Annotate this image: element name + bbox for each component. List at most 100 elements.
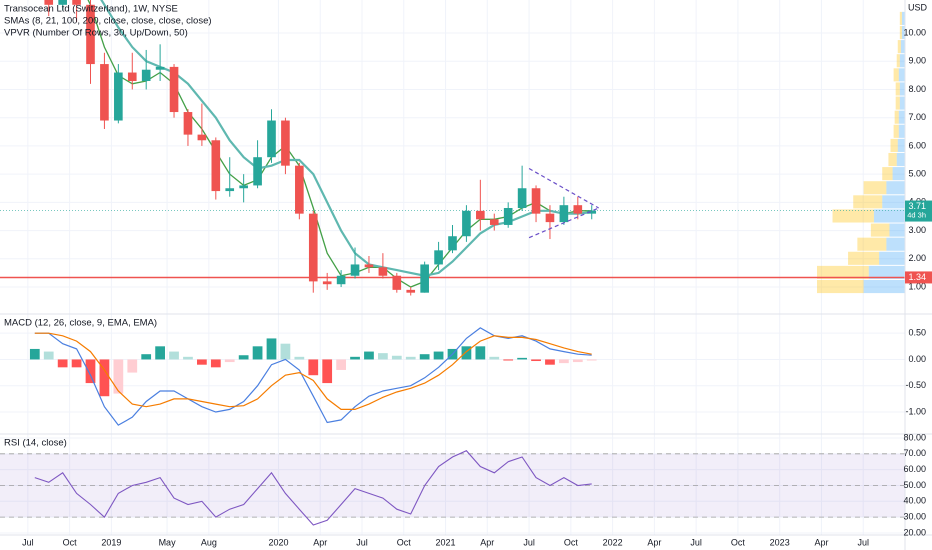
vpvr-up — [863, 279, 905, 294]
vpvr-up — [879, 251, 905, 265]
x-tick-label: 2020 — [268, 537, 288, 547]
vpvr-up — [868, 265, 905, 279]
x-tick-label: Oct — [63, 537, 78, 547]
candle-body — [44, 0, 54, 5]
macd-histogram-bar — [183, 356, 193, 360]
candle-body — [573, 205, 583, 214]
candle-body — [295, 165, 304, 214]
vpvr-down — [817, 279, 864, 294]
candle-body — [531, 188, 541, 214]
candle-body — [517, 188, 527, 209]
candle-body — [100, 64, 109, 121]
y-tick-label: 30.00 — [903, 511, 926, 521]
y-tick-label: 0.50 — [908, 328, 926, 338]
x-tick-label: Jul — [523, 537, 535, 547]
candle-body — [336, 275, 346, 285]
macd-histogram-bar — [252, 346, 263, 360]
y-tick-label: -1.00 — [905, 406, 926, 416]
x-tick-label: 2023 — [770, 537, 790, 547]
candle-body — [364, 264, 374, 268]
trendline — [528, 207, 599, 239]
macd-histogram-bar — [210, 359, 221, 368]
macd-histogram-bar — [364, 351, 374, 360]
y-tick-label: 1.00 — [908, 281, 926, 291]
y-tick-label: 3.00 — [908, 225, 926, 235]
vpvr-up — [900, 40, 905, 54]
candle-body — [239, 185, 248, 189]
macd-histogram-bar — [517, 357, 527, 360]
macd-histogram-bar — [155, 346, 165, 360]
macd-histogram-bar — [29, 348, 40, 360]
vpvr-up — [899, 54, 905, 68]
macd-histogram-bar — [141, 354, 152, 360]
macd-histogram-bar — [113, 359, 124, 394]
macd-histogram-bar — [71, 359, 82, 368]
vpvr-up — [889, 223, 905, 237]
vpvr-down — [895, 82, 900, 96]
candle-body — [211, 140, 221, 192]
candle-body — [448, 236, 457, 251]
y-tick-label: 70.00 — [903, 448, 926, 458]
x-tick-label: 2021 — [436, 537, 456, 547]
candle-body — [545, 213, 555, 223]
macd-legend: MACD (12, 26, close, 9, EMA, EMA) — [4, 318, 157, 329]
macd-histogram-bar — [572, 359, 583, 363]
rsi-legend: RSI (14, close) — [4, 438, 67, 449]
trendline — [528, 167, 599, 209]
x-tick-label: Jul — [356, 537, 368, 547]
vpvr-down — [848, 251, 880, 265]
currency-label: USD — [908, 2, 928, 12]
last-price-label: 3.71 — [908, 201, 926, 211]
candle-body — [420, 264, 429, 293]
y-tick-label: 60.00 — [903, 464, 926, 474]
vpvr-down — [894, 110, 899, 124]
candle-body — [155, 66, 165, 70]
vpvr-legend: VPVR (Number Of Rows, 30, Up/Down, 50) — [4, 28, 188, 39]
macd-histogram-bar — [433, 351, 444, 360]
macd-histogram-bar — [127, 359, 138, 373]
candle-body — [225, 188, 235, 192]
candle-body — [127, 72, 137, 82]
vpvr-up — [898, 68, 905, 82]
candle-body — [392, 275, 402, 290]
macd-histogram-bar — [350, 356, 360, 360]
vpvr-up — [897, 138, 905, 152]
candle-body — [322, 281, 332, 285]
vpvr-up — [873, 209, 905, 223]
candle-body — [183, 112, 193, 135]
y-tick-label: 6.00 — [908, 140, 926, 150]
vpvr-down — [832, 209, 874, 223]
hline-label-bg — [905, 271, 932, 284]
macd-histogram-bar — [238, 355, 249, 360]
candle-body — [281, 120, 290, 166]
plot-layer — [0, 0, 905, 526]
macd-histogram-bar — [586, 359, 597, 361]
vpvr-down — [882, 167, 893, 181]
candle-body — [587, 210, 597, 214]
macd-histogram-bar — [308, 359, 319, 376]
x-tick-label: 2019 — [101, 537, 121, 547]
macd-histogram-bar — [531, 359, 541, 362]
macd-histogram-bar — [99, 359, 110, 397]
y-tick-label: 0.00 — [908, 354, 926, 364]
macd-pane — [29, 327, 597, 426]
candle-body — [86, 4, 95, 65]
vpvr-down — [893, 124, 899, 138]
vpvr-up — [898, 124, 905, 138]
last-price-bg — [905, 200, 932, 222]
grid-layer — [0, 0, 905, 535]
candle-body — [169, 66, 179, 113]
candle-body — [462, 210, 471, 237]
candle-body — [72, 0, 81, 5]
y-tick-label: 50.00 — [903, 480, 926, 490]
macd-histogram-bar — [545, 359, 555, 365]
y-tick-label: 40.00 — [903, 496, 926, 506]
macd-histogram-bar — [461, 346, 472, 360]
candle-body — [308, 213, 318, 282]
vpvr-up — [886, 181, 905, 195]
y-tick-label: -0.50 — [905, 380, 926, 390]
vpvr-up — [901, 25, 905, 40]
vpvr-up — [882, 195, 905, 209]
candle-body — [267, 120, 276, 158]
hline-label: 1.34 — [908, 272, 926, 282]
